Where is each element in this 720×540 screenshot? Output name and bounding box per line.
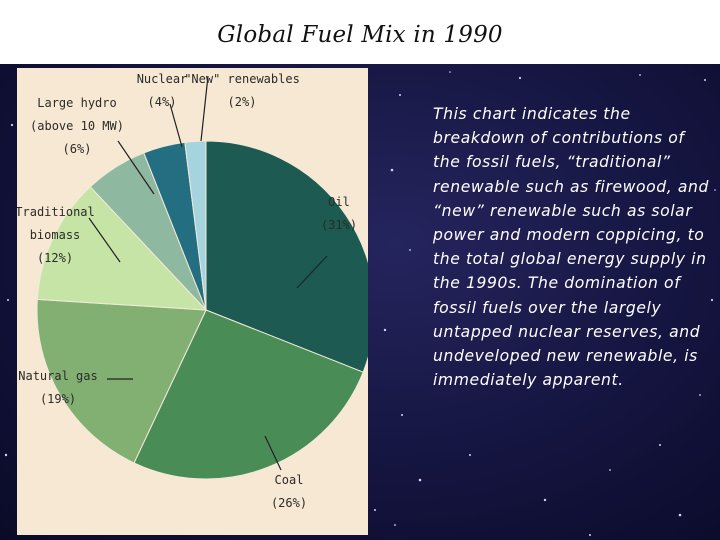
leader-line-oil [296, 255, 328, 289]
leader-line-coal [264, 435, 282, 471]
slice-label-line: Nuclear [137, 72, 188, 86]
slice-label-line: (above 10 MW) [30, 119, 124, 133]
pie-chart: Oil (31%) Coal (26%) Natural gas (19%) Traditi… [17, 72, 368, 510]
slice-label-line: (2%) [228, 95, 257, 109]
slice-label-line: (19%) [40, 392, 76, 406]
pie-slice-coal [133, 309, 364, 480]
slice-label-oil: Oil (31%) [321, 195, 357, 232]
pie-slice-new-renewables [184, 140, 207, 311]
slice-label-line: (6%) [63, 142, 92, 156]
slice-label-line: (12%) [37, 251, 73, 265]
slice-label-new-renewables: "New" renewables (2%) [184, 72, 300, 109]
chart-description: This chart indicates the breakdown of co… [433, 105, 710, 390]
pie-chart-panel: Oil (31%) Coal (26%) Natural gas (19%) Traditi… [17, 68, 368, 535]
slice-label-line: Traditional [17, 205, 95, 219]
pie-slice-traditional-biomass [36, 186, 208, 311]
slice-label-line: "New" renewables [184, 72, 300, 86]
slice-label-line: biomass [30, 228, 81, 242]
pie-slice-natural-gas [36, 298, 207, 464]
slice-label-natural-gas: Natural gas (19%) [18, 369, 97, 406]
slice-label-traditional-biomass: Traditional biomass (12%) [17, 205, 95, 265]
slice-label-line: (4%) [148, 95, 177, 109]
slice-label-nuclear: Nuclear (4%) [137, 72, 188, 109]
slide-title: Global Fuel Mix in 1990 [217, 22, 503, 48]
slice-label-line: (31%) [321, 218, 357, 232]
slice-label-line: (26%) [271, 496, 307, 510]
title-band [0, 0, 720, 64]
slice-label-large-hydro: Large hydro (above 10 MW) (6%) [30, 96, 124, 156]
leader-line-nuclear [169, 103, 183, 148]
leader-line-traditional-biomass [88, 217, 121, 263]
slice-label-line: Natural gas [18, 369, 97, 383]
slice-label-coal: Coal (26%) [271, 473, 307, 510]
slice-label-line: Coal [275, 473, 304, 487]
leader-line-new-renewables [200, 75, 209, 142]
slice-label-line: Oil [328, 195, 350, 209]
slice-label-line: Large hydro [37, 96, 116, 110]
leader-line-large-hydro [117, 140, 155, 195]
pie-slice-oil [205, 140, 368, 373]
